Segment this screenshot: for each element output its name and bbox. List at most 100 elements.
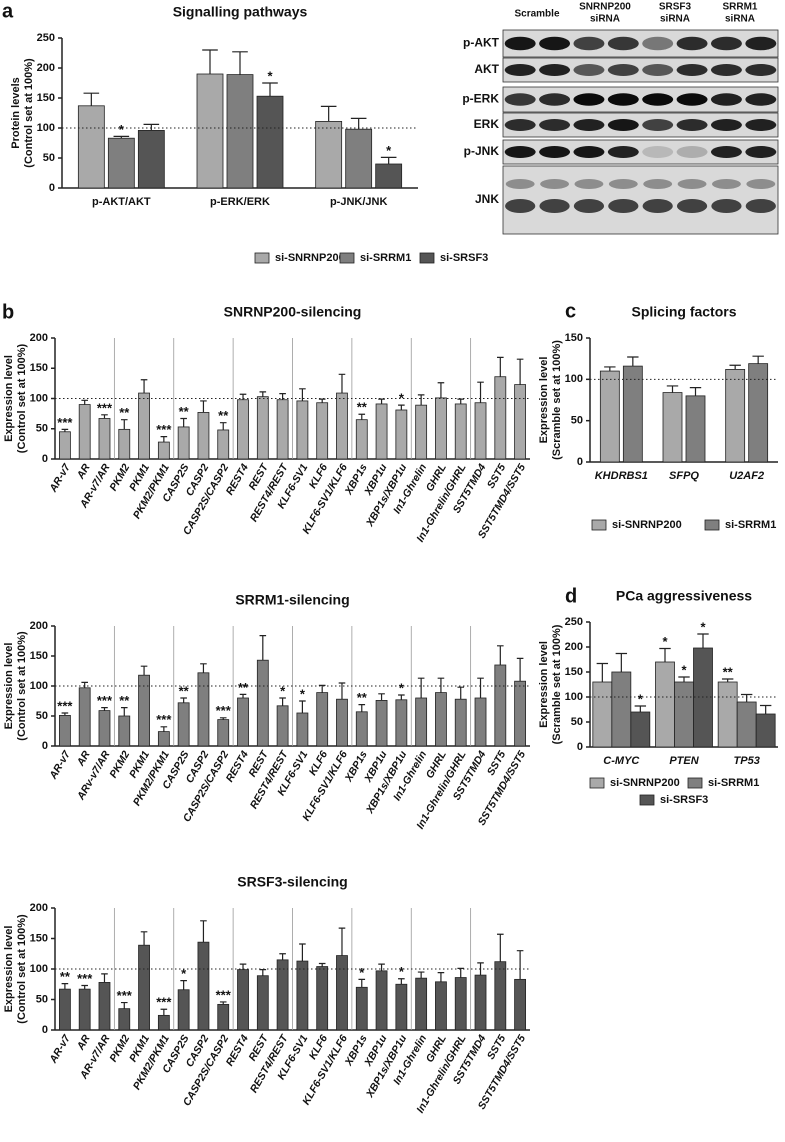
bar <box>662 392 683 463</box>
error-bar <box>378 398 385 404</box>
bar <box>435 692 447 747</box>
error-bar <box>81 681 88 688</box>
chart-title: PCa aggressiveness <box>616 588 752 604</box>
bar <box>98 418 111 460</box>
bar <box>98 710 111 747</box>
x-tick-label: AR <box>74 749 93 769</box>
bar <box>736 701 757 748</box>
bar <box>296 960 309 1031</box>
x-tick-label: p-AKT/AKT <box>92 196 151 208</box>
error-bar <box>358 413 366 420</box>
error-bar <box>516 657 524 682</box>
significance-mark: ** <box>723 664 734 679</box>
x-tick-label: PTEN <box>669 755 699 767</box>
error-bar <box>666 385 679 393</box>
bar <box>177 426 190 460</box>
error-bar <box>180 979 187 990</box>
bar <box>157 441 170 460</box>
bar <box>316 402 329 460</box>
error-bar <box>318 962 326 967</box>
bar <box>196 73 224 189</box>
error-bar <box>279 393 286 400</box>
y-axis-label: Expression level <box>538 641 550 728</box>
bar <box>415 404 428 460</box>
error-bar <box>259 391 267 397</box>
bar <box>316 966 329 1031</box>
bar <box>138 392 150 460</box>
error-bar <box>318 398 326 403</box>
x-tick-label: AR <box>74 462 93 482</box>
error-bar <box>259 969 267 976</box>
chart-title: Splicing factors <box>631 304 736 320</box>
bar <box>454 698 467 747</box>
significance-mark: * <box>359 965 365 980</box>
significance-mark: * <box>662 634 668 649</box>
error-bar <box>398 694 405 700</box>
blot-band <box>745 146 777 158</box>
y-tick-label: 200 <box>37 62 55 74</box>
significance-mark: ** <box>119 405 130 420</box>
blot-band <box>573 119 605 131</box>
blot-band <box>676 36 708 51</box>
bar <box>435 981 447 1031</box>
error-bar <box>740 693 753 702</box>
significance-mark: * <box>267 68 273 83</box>
bar <box>685 395 706 463</box>
error-bar <box>615 652 628 672</box>
y-tick-label: 200 <box>30 902 48 914</box>
bar <box>78 988 91 1031</box>
significance-mark: *** <box>156 712 172 727</box>
error-bar <box>232 51 248 75</box>
y-tick-label: 0 <box>42 453 48 465</box>
blot-band <box>607 36 639 51</box>
blot-band <box>505 179 535 189</box>
significance-mark: * <box>399 391 405 406</box>
x-tick-label: AR-v7 <box>47 1032 74 1066</box>
legend-swatch <box>589 777 605 789</box>
error-bar <box>101 414 108 419</box>
blot-band <box>540 179 569 189</box>
error-bar <box>81 984 88 990</box>
y-tick-label: 100 <box>30 963 48 975</box>
error-bar <box>752 355 764 364</box>
error-bar <box>457 967 465 978</box>
error-bar <box>721 678 734 682</box>
error-bar <box>338 682 346 700</box>
blot-band <box>676 93 708 106</box>
bar <box>655 661 675 748</box>
significance-mark: *** <box>156 995 172 1010</box>
blot-band <box>745 199 776 213</box>
bar <box>415 697 428 747</box>
error-bar <box>318 684 326 693</box>
y-tick-label: 150 <box>30 362 48 374</box>
error-bar <box>259 635 267 661</box>
bar <box>78 687 91 747</box>
error-bar <box>113 135 130 139</box>
blot-band <box>608 199 639 213</box>
blot-band <box>539 199 570 213</box>
significance-mark: ** <box>218 408 229 423</box>
error-bar <box>457 398 465 404</box>
error-bar <box>219 1001 227 1005</box>
blot-row-label: p-AKT <box>463 36 500 50</box>
y-tick-label: 0 <box>49 182 55 194</box>
bar <box>494 664 507 747</box>
blot-band <box>608 179 638 189</box>
bar <box>474 697 487 747</box>
error-bar <box>516 950 524 980</box>
legend-swatch <box>339 252 355 264</box>
y-tick-label: 0 <box>42 740 48 752</box>
error-bar <box>61 428 69 432</box>
error-bar <box>604 366 616 372</box>
significance-mark: *** <box>117 988 133 1003</box>
error-bar <box>61 712 69 716</box>
significance-mark: ** <box>357 690 368 705</box>
bar <box>748 363 769 463</box>
bar <box>435 397 447 460</box>
bar <box>415 977 428 1031</box>
bar <box>375 403 388 460</box>
bar <box>256 95 284 189</box>
significance-mark: ** <box>119 693 130 708</box>
y-tick-label: 50 <box>36 710 48 722</box>
